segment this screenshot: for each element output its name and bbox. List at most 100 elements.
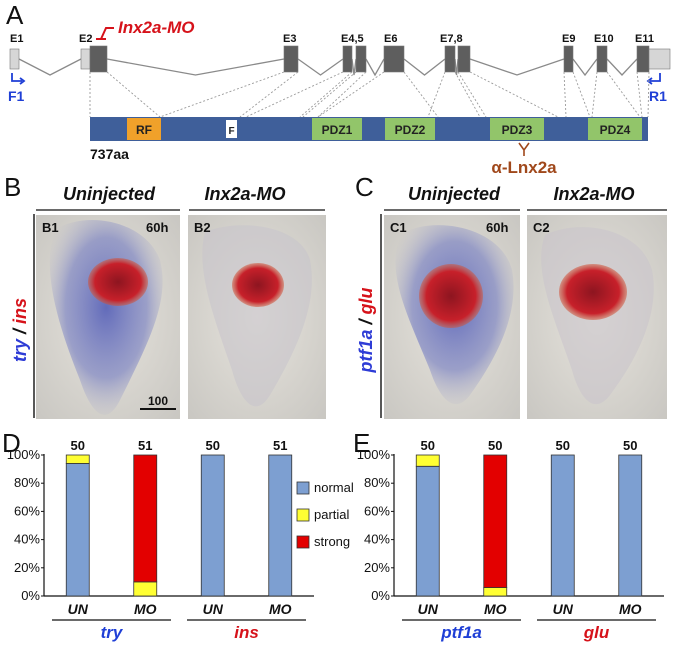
micrograph-b2-label: B2: [194, 220, 211, 235]
legend-swatch-partial: [296, 508, 310, 522]
morpholino-arrow-icon: [100, 27, 114, 40]
exon-protein-mapping-line: [239, 71, 299, 118]
intron-line: [572, 58, 598, 77]
bar-count-label: 50: [556, 438, 570, 453]
micrograph-c2: C2: [527, 215, 667, 419]
panel-b-col1-heading: Uninjected: [63, 184, 156, 204]
legend-swatch-normal: [296, 481, 310, 495]
domain-pdz3-label: PDZ3: [502, 123, 533, 137]
exon-protein-mapping-line: [427, 71, 446, 118]
bar-count-label: 51: [138, 438, 152, 453]
exon-box-e3: [283, 45, 299, 73]
exon-protein-mapping-line: [245, 71, 344, 118]
panel-a: A E1 E2 E3 E4,5 E6 E7,8 E9 E10 E11 Inx2a…: [6, 0, 671, 177]
panel-b: B Uninjected Inx2a-MO try / ins: [4, 172, 326, 419]
y-tick-label: 100%: [7, 447, 41, 462]
exon-label-e1: E1: [10, 33, 23, 45]
bar-partial: [65, 454, 90, 464]
bar-normal: [415, 465, 440, 597]
bar-normal: [618, 454, 643, 597]
micrograph-b2-content: [202, 225, 312, 407]
exon-protein-mapping-line: [317, 71, 385, 118]
bar-normal: [268, 454, 293, 597]
exon-box-e5: [355, 45, 367, 73]
panel-c-letter: C: [355, 172, 374, 202]
exon-box-e1: [9, 48, 20, 70]
stain-glu: glu: [356, 287, 376, 315]
exon-protein-mapping-line: [159, 71, 285, 118]
intron-line: [606, 58, 638, 76]
reverse-primer-arrowhead-icon: [646, 77, 653, 85]
exon-protein-mapping-line: [454, 71, 481, 118]
exon-label-e45: E4,5: [341, 33, 364, 45]
exon-protein-mapping-line: [403, 71, 439, 118]
panel-b-stain-label: try / ins: [10, 298, 30, 362]
chart-d: 0% 20% 40% 60% 80% 100% 50 UN 51 MO 50 UN 51 MO try ins: [7, 438, 314, 642]
bar-count-label: 50: [71, 438, 85, 453]
ins-stain-islet: [88, 258, 148, 306]
domain-rf-label: RF: [136, 123, 152, 137]
bar-normal: [65, 463, 90, 597]
domain-pdz2-label: PDZ2: [395, 123, 426, 137]
exon-protein-mapping-line: [106, 71, 161, 118]
domain-f: [226, 120, 237, 138]
exon-label-e10: E10: [594, 33, 614, 45]
forward-primer-arrow-icon: [11, 73, 22, 82]
legend-label-normal: normal: [314, 480, 354, 495]
y-tick-label: 100%: [357, 447, 391, 462]
intron-line: [365, 58, 385, 77]
group-label-try: try: [101, 623, 124, 642]
domain-pdz4: [588, 118, 642, 140]
domain-pdz1-label: PDZ1: [322, 123, 353, 137]
micrograph-b1-label: B1: [42, 220, 59, 235]
panel-c-col2-heading: Inx2a-MO: [553, 184, 634, 204]
morpholino-label: Inx2a-MO: [118, 18, 195, 37]
exon-protein-mapping-line: [591, 71, 598, 118]
exon-box-e2-utr: [80, 48, 91, 70]
y-tick-label: 0%: [21, 588, 40, 603]
intron-lines: [18, 58, 638, 77]
micrograph-b2: B2: [188, 215, 326, 419]
chart-legend: normal partial strong: [296, 480, 354, 549]
stain-ins: ins: [10, 298, 30, 324]
panel-c-stain-label: ptf1a / glu: [356, 287, 376, 373]
micrograph-c1-time: 60h: [486, 220, 508, 235]
primer-f1-label: F1: [8, 88, 25, 104]
exon-box-e9: [563, 45, 574, 73]
exon-protein-mapping-line: [563, 71, 567, 118]
group-label-glu: glu: [583, 623, 610, 642]
bar-partial: [415, 454, 440, 467]
micrograph-c2-label: C2: [533, 220, 550, 235]
y-tick-label: 60%: [14, 503, 40, 518]
exon-protein-mapping-lines: [89, 71, 650, 118]
exon-label-e9: E9: [562, 33, 575, 45]
exon-label-e3: E3: [283, 33, 296, 45]
bar-strong: [483, 454, 508, 588]
primer-r1: R1: [646, 73, 667, 104]
exon-protein-mapping-line: [572, 71, 591, 118]
exon-box-e6: [383, 45, 405, 73]
exon-label-e78: E7,8: [440, 33, 463, 45]
bar-partial: [483, 587, 508, 597]
intron-line: [297, 58, 344, 76]
y-tick-label: 20%: [364, 560, 390, 575]
y-tick-label: 60%: [364, 503, 390, 518]
reverse-primer-arrow-icon: [650, 73, 661, 82]
y-tick-label: 20%: [14, 560, 40, 575]
antibody-label: α-Lnx2a: [491, 158, 557, 177]
panel-c: C Uninjected Inx2a-MO ptf1a / glu C1 60h…: [355, 172, 667, 419]
domain-rf: [127, 118, 161, 140]
exon-track: [9, 45, 671, 73]
panel-a-letter: A: [6, 0, 24, 30]
panel-b-col2-heading: Inx2a-MO: [204, 184, 285, 204]
y-tick-label: 80%: [14, 475, 40, 490]
bar-normal: [550, 454, 575, 597]
exon-label-e11: E11: [635, 33, 654, 45]
exon-protein-mapping-line: [606, 71, 641, 118]
bar-count-label: 50: [206, 438, 220, 453]
intron-line: [469, 58, 565, 76]
stain-separator: /: [356, 314, 376, 329]
bar-count-label: 51: [273, 438, 287, 453]
